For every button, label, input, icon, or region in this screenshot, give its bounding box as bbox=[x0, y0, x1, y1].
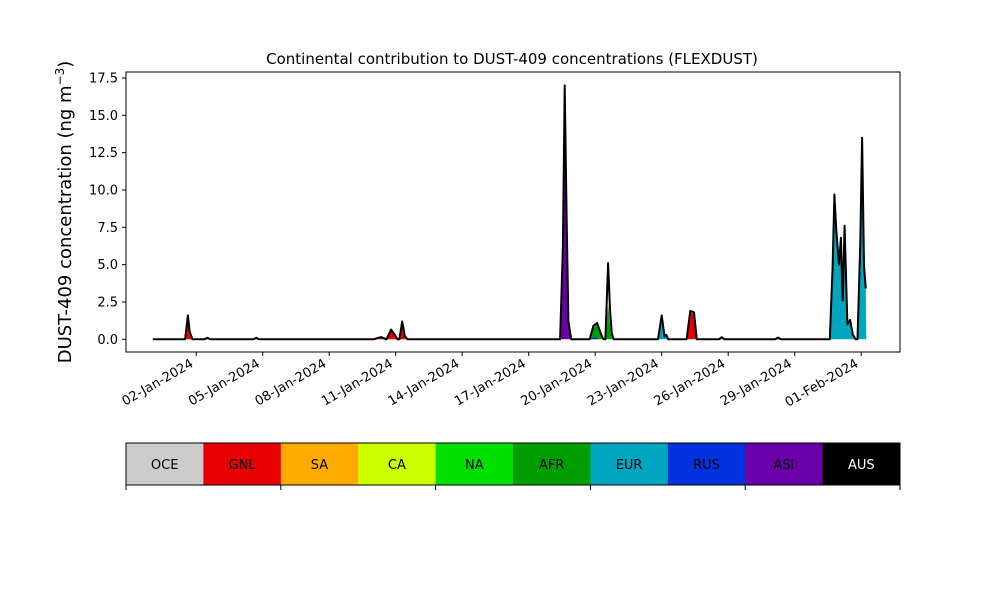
plot-area bbox=[125, 71, 901, 353]
total-concentration-line bbox=[152, 84, 867, 341]
color-legend: OCE GNL SA CA NA AFR EUR RUS ASI AUS bbox=[125, 442, 901, 490]
x-tick-label: 17-Jan-2024 bbox=[452, 356, 529, 409]
legend-frame bbox=[125, 442, 901, 486]
legend-label-sa: SA bbox=[311, 458, 328, 473]
area-afr bbox=[605, 305, 614, 340]
x-tick-label: 01-Feb-2024 bbox=[783, 356, 862, 410]
legend-swatch-ca bbox=[358, 443, 437, 485]
y-axis-label-text: DUST-409 concentration (ng m bbox=[55, 85, 76, 363]
legend-label-na: NA bbox=[465, 458, 484, 473]
legend-label-eur: EUR bbox=[616, 458, 643, 473]
x-tick-label: 05-Jan-2024 bbox=[186, 356, 263, 409]
legend-swatch-asi bbox=[745, 443, 824, 485]
x-axis: 02-Jan-202405-Jan-202408-Jan-202411-Jan-… bbox=[120, 352, 862, 410]
x-tick-label: 14-Jan-2024 bbox=[386, 356, 463, 409]
area-rus bbox=[589, 337, 599, 340]
legend-swatch-na bbox=[435, 443, 514, 485]
y-tick-label: 0.0 bbox=[97, 333, 118, 348]
legend-swatch-afr bbox=[513, 443, 591, 485]
legend-swatch-oce bbox=[126, 443, 204, 485]
y-tick-label: 10.0 bbox=[89, 183, 118, 198]
y-tick-label: 5.0 bbox=[97, 258, 118, 273]
plot-frame bbox=[125, 71, 901, 353]
y-tick-label: 7.5 bbox=[97, 221, 118, 236]
legend-label-aus: AUS bbox=[848, 458, 875, 473]
legend-swatch-eur bbox=[590, 443, 669, 485]
y-axis: 0.0 2.5 5.0 7.5 10.0 12.5 15.0 17.5 bbox=[89, 71, 126, 348]
legend-swatch-gnl bbox=[203, 443, 282, 485]
x-tick-label: 11-Jan-2024 bbox=[319, 356, 396, 409]
x-tick-label: 02-Jan-2024 bbox=[120, 356, 197, 409]
y-tick-label: 15.0 bbox=[89, 109, 118, 124]
legend-swatch-sa bbox=[280, 443, 359, 485]
legend-label-ca: CA bbox=[388, 458, 406, 473]
x-tick-label: 29-Jan-2024 bbox=[718, 356, 795, 409]
x-tick-label: 23-Jan-2024 bbox=[585, 356, 662, 409]
legend-label-afr: AFR bbox=[539, 458, 564, 473]
y-axis-label-close: ) bbox=[55, 61, 76, 68]
chart-title: Continental contribution to DUST-409 con… bbox=[266, 50, 758, 68]
x-tick-label: 26-Jan-2024 bbox=[652, 356, 729, 409]
legend-swatch-aus bbox=[822, 443, 901, 485]
area-afr bbox=[589, 324, 604, 340]
legend-label-asi: ASI bbox=[773, 458, 794, 473]
legend-swatch-rus bbox=[667, 443, 746, 485]
y-tick-label: 17.5 bbox=[89, 71, 118, 86]
x-tick-label: 20-Jan-2024 bbox=[519, 356, 596, 409]
y-tick-label: 12.5 bbox=[89, 146, 118, 161]
legend-label-gnl: GNL bbox=[229, 458, 257, 473]
y-axis-label: DUST-409 concentration (ng m−3) bbox=[53, 61, 76, 364]
legend-label-oce: OCE bbox=[151, 458, 179, 473]
y-tick-label: 2.5 bbox=[97, 295, 118, 310]
x-tick-label: 08-Jan-2024 bbox=[253, 356, 330, 409]
y-axis-label-unit-exponent: −3 bbox=[53, 68, 67, 86]
area-gnl bbox=[386, 330, 398, 340]
legend-label-rus: RUS bbox=[693, 458, 720, 473]
